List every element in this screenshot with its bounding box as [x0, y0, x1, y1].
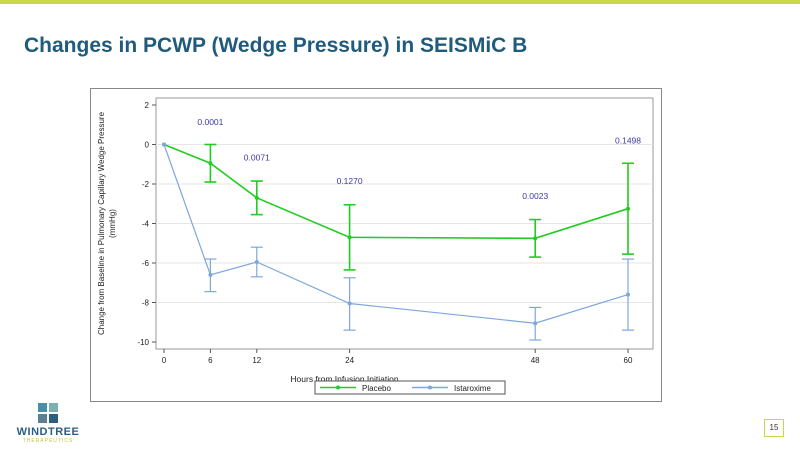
y-tick-label: -2 [142, 180, 150, 189]
y-axis-label: Change from Baseline in Pulmonary Capill… [97, 111, 106, 335]
legend-marker [336, 385, 340, 390]
p-value-label: 0.0071 [244, 152, 270, 162]
legend-label: Istaroxime [454, 384, 491, 393]
data-point [254, 260, 259, 265]
y-tick-label: -4 [142, 220, 150, 229]
legend-label: Placebo [362, 384, 391, 393]
data-point [254, 195, 259, 200]
data-point [347, 301, 352, 306]
logo-tagline: THERAPEUTICS [22, 438, 74, 444]
series-line-placebo [163, 143, 629, 240]
x-tick-label: 0 [162, 356, 167, 365]
legend-marker [428, 385, 432, 390]
x-tick-label: 6 [208, 356, 213, 365]
legend-box [314, 380, 506, 395]
data-point [208, 272, 213, 277]
x-tick-label: 48 [531, 356, 540, 365]
data-point [162, 142, 166, 147]
pcwp-chart: 2 0 -2 -4 -6 -8 -10 0 6 12 24 48 60 Hours from Infusi… [97, 97, 654, 395]
series-line-istaroxime [163, 144, 629, 324]
tree-logo-icon [38, 403, 58, 423]
p-value-label: 0.0023 [522, 191, 548, 201]
y-axis-label: (mmHg) [108, 209, 117, 238]
y-tick-label: 0 [145, 141, 150, 150]
y-tick-label: -6 [142, 259, 150, 268]
page-number: 15 [764, 419, 784, 437]
chart-frame: 2 0 -2 -4 -6 -8 -10 0 6 12 24 48 60 Hours from Infusi… [90, 88, 662, 402]
data-point [208, 161, 213, 166]
data-point [626, 206, 630, 211]
data-point [533, 321, 538, 326]
x-axis-label: Hours from Infusion Initiation [290, 374, 398, 384]
p-value-label: 0.0001 [197, 117, 223, 127]
x-tick-label: 12 [252, 356, 261, 365]
data-point [626, 292, 630, 297]
p-value-label: 0.1270 [337, 176, 363, 186]
logo-wordmark: WINDTREE [16, 426, 80, 438]
top-accent-line [0, 0, 800, 4]
slide-title: Changes in PCWP (Wedge Pressure) in SEIS… [24, 34, 528, 57]
data-point [347, 235, 352, 240]
x-tick-label: 24 [345, 356, 354, 365]
y-tick-label: 2 [145, 101, 150, 110]
windtree-logo: WINDTREE THERAPEUTICS [8, 402, 88, 448]
data-point [533, 236, 538, 241]
p-value-label: 0.1498 [615, 136, 641, 146]
x-tick-label: 60 [624, 356, 633, 365]
y-tick-label: -8 [142, 299, 150, 308]
y-tick-label: -10 [137, 338, 149, 347]
